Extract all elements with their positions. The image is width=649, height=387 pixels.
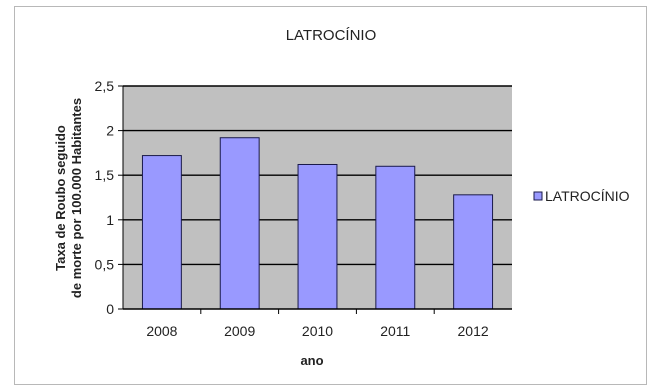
y-axis-title: Taxa de Roubo seguido de morte por 100.0… — [53, 98, 84, 298]
y-tick-label: 2,5 — [95, 78, 115, 94]
legend: LATROCÍNIO — [533, 188, 630, 204]
legend-label: LATROCÍNIO — [545, 188, 630, 204]
y-tick-label: 0,5 — [95, 256, 115, 272]
y-axis-title-line-1: Taxa de Roubo seguido — [53, 125, 68, 271]
x-tick-label: 2009 — [224, 323, 255, 339]
chart-title: LATROCÍNIO — [286, 27, 377, 44]
x-axis-title: ano — [300, 353, 323, 368]
bar — [219, 137, 260, 310]
y-tick-label: 1,5 — [95, 167, 115, 183]
y-tick-label: 0 — [106, 301, 114, 317]
y-tick-label: 2 — [106, 123, 114, 139]
x-tick-label: 2011 — [380, 323, 410, 339]
bar — [453, 194, 494, 310]
bar — [297, 163, 338, 310]
bar — [141, 155, 182, 310]
y-axis-title-line-2: de morte por 100.000 Habitantes — [69, 98, 84, 298]
x-tick-label: 2010 — [302, 323, 333, 339]
axes — [118, 85, 512, 314]
x-tick-labels: 2008 2009 2010 2011 2012 — [146, 323, 489, 339]
x-tick-label: 2008 — [146, 323, 177, 339]
y-tick-labels: 0 0,5 1 1,5 2 2,5 — [95, 78, 115, 317]
bars — [141, 137, 494, 310]
x-tick-label: 2012 — [458, 323, 489, 339]
y-tick-label: 1 — [106, 212, 114, 228]
bar — [375, 165, 416, 310]
legend-swatch — [533, 191, 543, 201]
